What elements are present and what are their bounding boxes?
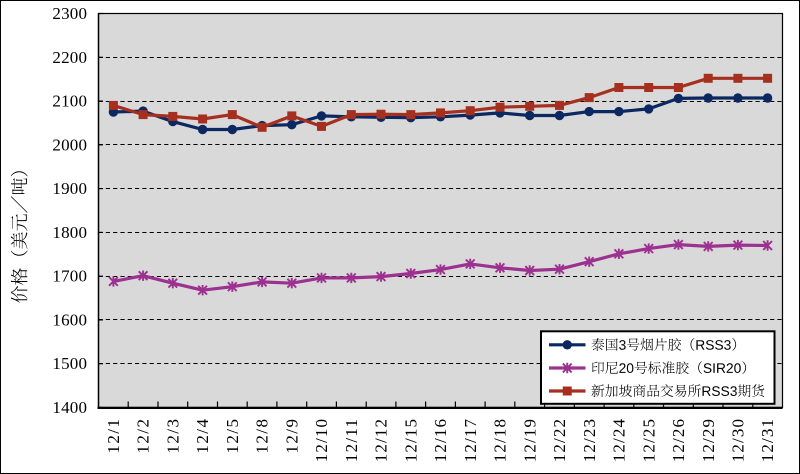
svg-text:2100: 2100 (52, 92, 87, 111)
svg-text:12/17: 12/17 (461, 419, 480, 463)
svg-text:12/24: 12/24 (610, 419, 629, 463)
svg-text:12/25: 12/25 (639, 419, 658, 462)
svg-text:2300: 2300 (52, 4, 87, 23)
svg-text:12/9: 12/9 (282, 419, 301, 454)
svg-text:2200: 2200 (52, 48, 87, 67)
svg-text:12/30: 12/30 (729, 419, 748, 462)
svg-text:12/22: 12/22 (550, 419, 569, 462)
svg-text:12/23: 12/23 (580, 419, 599, 462)
svg-text:2000: 2000 (52, 135, 87, 154)
svg-text:12/1: 12/1 (104, 419, 123, 454)
svg-text:12/29: 12/29 (699, 419, 718, 462)
svg-text:12/8: 12/8 (253, 419, 272, 454)
svg-text:12/15: 12/15 (401, 419, 420, 462)
svg-text:12/18: 12/18 (491, 419, 510, 462)
svg-text:12/12: 12/12 (372, 419, 391, 462)
svg-text:1900: 1900 (52, 179, 87, 198)
svg-text:12/10: 12/10 (312, 419, 331, 462)
svg-text:1500: 1500 (52, 354, 87, 373)
svg-text:12/31: 12/31 (758, 419, 777, 462)
svg-text:12/11: 12/11 (342, 419, 361, 462)
svg-text:12/2: 12/2 (134, 419, 153, 454)
svg-text:12/5: 12/5 (223, 419, 242, 454)
svg-text:1400: 1400 (52, 398, 87, 417)
svg-text:12/16: 12/16 (431, 419, 450, 462)
svg-text:12/3: 12/3 (163, 419, 182, 454)
svg-text:12/19: 12/19 (520, 419, 539, 462)
svg-text:1600: 1600 (52, 310, 87, 329)
svg-text:12/4: 12/4 (193, 419, 212, 454)
svg-text:1700: 1700 (52, 267, 87, 286)
svg-text:1800: 1800 (52, 223, 87, 242)
svg-text:12/26: 12/26 (669, 419, 688, 462)
